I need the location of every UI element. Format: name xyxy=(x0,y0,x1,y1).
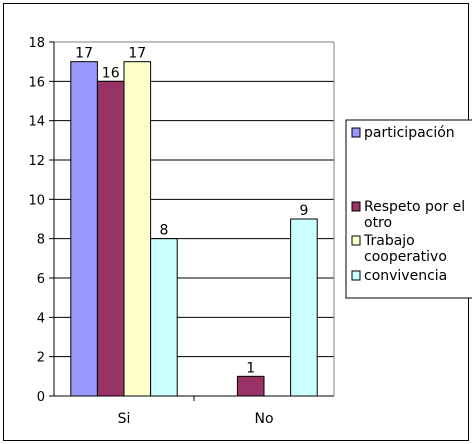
x-axis-labels: Si No xyxy=(118,396,274,427)
y-tick-label: 14 xyxy=(28,115,45,130)
y-tick-label: 6 xyxy=(37,272,45,287)
data-label: 17 xyxy=(128,46,146,62)
bar xyxy=(70,61,98,397)
bar xyxy=(236,375,265,397)
data-label: 8 xyxy=(159,223,168,239)
legend-swatch xyxy=(351,235,361,246)
bar xyxy=(290,218,318,397)
bar xyxy=(123,61,152,397)
legend-label: convivencia xyxy=(364,268,447,284)
y-tick-label: 16 xyxy=(28,75,45,90)
legend-label: participación xyxy=(364,125,455,141)
data-label: 1 xyxy=(246,360,255,376)
bars xyxy=(70,61,318,397)
bar xyxy=(150,238,178,397)
bar xyxy=(96,80,125,397)
y-tick-label: 18 xyxy=(28,36,45,51)
legend-label: Respeto por el otro xyxy=(364,199,465,231)
y-tick-label: 8 xyxy=(37,233,45,248)
legend-swatch xyxy=(351,127,361,138)
legend-swatch xyxy=(351,270,361,281)
legend-box xyxy=(345,119,472,299)
y-tick-label: 10 xyxy=(28,193,45,208)
y-tick-label: 4 xyxy=(37,311,45,326)
x-tick-label: Si xyxy=(118,411,131,427)
legend-swatch xyxy=(351,201,361,212)
legend-label: Trabajo cooperativo xyxy=(363,233,447,265)
data-labels: 17 16 17 8 1 9 xyxy=(75,46,308,377)
y-tick-label: 12 xyxy=(28,154,45,169)
y-axis-ticks: 0 2 4 6 8 10 12 14 16 18 xyxy=(28,36,54,405)
data-label: 9 xyxy=(299,203,308,219)
y-tick-label: 2 xyxy=(37,351,45,366)
y-tick-label: 0 xyxy=(37,390,45,405)
x-tick-label: No xyxy=(254,411,273,427)
data-label: 17 xyxy=(75,46,93,62)
data-label: 16 xyxy=(102,65,120,81)
